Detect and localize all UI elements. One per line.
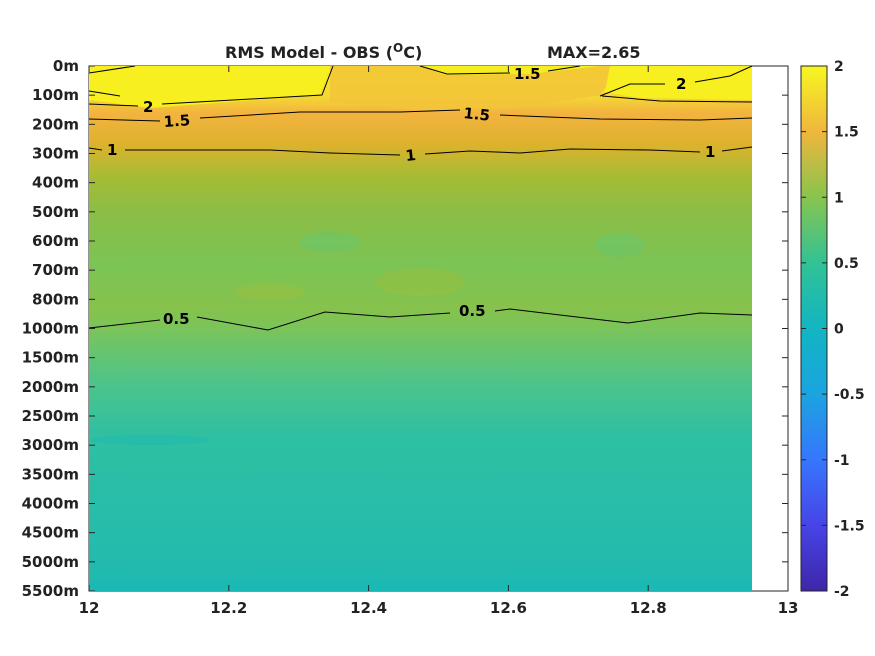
heatmap-patch (90, 435, 210, 445)
colorbar-tick-label: -0.5 (834, 387, 865, 403)
y-tick-label: 1000m (22, 320, 79, 338)
y-tick-label: 400m (32, 174, 79, 192)
x-axis: 12 12.2 12.4 12.6 12.8 13 (79, 66, 799, 617)
colorbar-tick-label: -1.5 (834, 518, 865, 534)
y-tick-label: 5000m (22, 553, 79, 571)
contour-label: 1 (107, 141, 117, 159)
contour-label: 1.5 (163, 111, 191, 131)
contour-label: 1.5 (463, 104, 491, 125)
heatmap-base (89, 66, 752, 591)
heatmap-patch (595, 233, 645, 257)
contour-label: 1 (405, 146, 417, 165)
contour-2 (601, 95, 753, 103)
contour-1-5 (547, 65, 581, 72)
colorbar-tick-label: 1.5 (834, 125, 859, 141)
colorbar-tick-label: 1 (834, 190, 844, 206)
colorbar-tick-label: -2 (834, 584, 850, 600)
contour-2 (694, 65, 753, 83)
colorbar-axis: 2 1.5 1 0.5 0 -0.5 -1 -1.5 -2 (801, 59, 865, 600)
max-label: MAX=2.65 (547, 43, 641, 62)
contour-0-5 (196, 311, 451, 331)
x-tick-label: 12.2 (210, 599, 247, 617)
contour-label: 0.5 (163, 310, 190, 328)
contour-label: 2 (143, 98, 153, 116)
y-tick-label: 700m (32, 261, 79, 279)
colorbar-tick-label: -1 (834, 453, 850, 469)
contour-1-5 (499, 114, 753, 121)
contour-1-5 (199, 109, 461, 119)
y-tick-label: 200m (32, 115, 79, 133)
x-tick-label: 12.6 (490, 599, 527, 617)
contour-1 (88, 147, 103, 151)
title-suffix: C) (403, 43, 422, 62)
y-tick-label: 4500m (22, 524, 79, 542)
colorbar-tick-label: 0.5 (834, 256, 859, 272)
contour-2 (161, 65, 334, 105)
contour-1 (424, 148, 701, 155)
contour-1 (721, 146, 753, 152)
heatmap-patch (300, 232, 360, 252)
contour-0-5 (494, 308, 753, 324)
y-axis: 0m 100m 200m 300m 400m 500m 600m 700m 800m 1000m 1… (22, 57, 788, 600)
contour-lines (88, 65, 753, 331)
heatmap-patch (375, 268, 465, 296)
contour-label: 0.5 (459, 302, 486, 320)
x-tick-label: 12 (79, 599, 100, 617)
y-tick-label: 300m (32, 145, 79, 163)
x-tick-label: 13 (778, 599, 799, 617)
heatmap-yellow-patch-right (605, 66, 752, 100)
y-tick-label: 100m (32, 86, 79, 104)
contour-2 (88, 90, 121, 97)
contour-0-5 (88, 319, 161, 329)
y-tick-label: 1500m (22, 349, 79, 367)
contour-label: 2 (676, 75, 686, 93)
title-prefix: RMS Model - OBS ( (225, 43, 393, 62)
heatmap-field (89, 66, 752, 591)
contour-2 (88, 65, 136, 74)
y-tick-label: 800m (32, 290, 79, 308)
y-tick-label: 5500m (22, 582, 79, 600)
y-tick-label: 3500m (22, 465, 79, 483)
x-tick-label: 12.4 (350, 599, 387, 617)
contour-2 (88, 103, 139, 107)
contour-1-5 (88, 118, 161, 122)
y-tick-label: 4000m (22, 495, 79, 513)
heatmap-patch (235, 284, 305, 300)
contour-labels: 2 2 1.5 1.5 1.5 1 1 1 0.5 0.5 (107, 65, 715, 328)
y-tick-label: 2500m (22, 407, 79, 425)
contour-label: 1 (705, 143, 715, 161)
contour-1 (125, 149, 401, 156)
title-superscript: O (393, 41, 403, 55)
colorbar-tick-label: 0 (834, 322, 844, 338)
y-tick-label: 2000m (22, 378, 79, 396)
y-tick-label: 3000m (22, 436, 79, 454)
y-tick-label: 0m (53, 57, 79, 75)
contour-1-5 (419, 65, 511, 75)
colorbar-tick-label: 2 (834, 59, 844, 75)
chart-title: RMS Model - OBS (OC) (225, 41, 422, 62)
y-tick-label: 500m (32, 203, 79, 221)
heatmap-warm-patch (330, 66, 620, 110)
y-tick-label: 600m (32, 232, 79, 250)
contour-2 (599, 83, 665, 97)
x-tick-label: 12.8 (630, 599, 667, 617)
contour-label: 1.5 (514, 65, 541, 83)
